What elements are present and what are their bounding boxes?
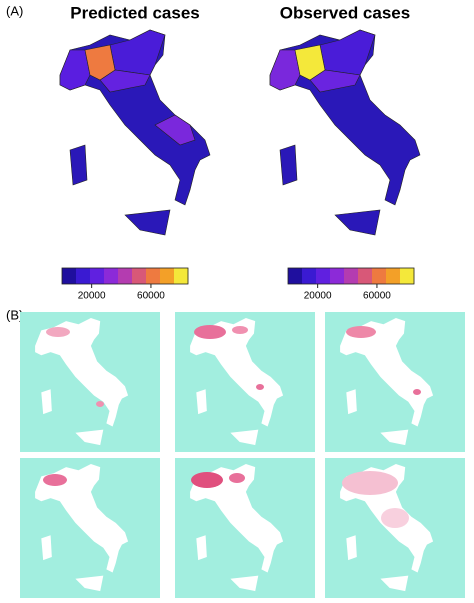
colorbar: 20000 60000 (287, 267, 415, 302)
colorbar-tick-label: 60000 (363, 291, 391, 302)
colorbar-segment (104, 268, 119, 284)
colorbar-segment (358, 268, 373, 284)
colorbar-segment (302, 268, 317, 284)
colorbar-segment (76, 268, 91, 284)
panel-label: (B) (6, 307, 23, 322)
italy-map-observed (270, 30, 420, 235)
colorbar-segment (288, 268, 303, 284)
map-title: Predicted cases (70, 3, 199, 22)
risk-map (175, 458, 315, 598)
risk-map (325, 312, 465, 452)
colorbar-segment (330, 268, 345, 284)
risk-maps (20, 312, 465, 598)
colorbar-segment (344, 268, 359, 284)
colorbar-segment (174, 268, 189, 284)
map-title: Observed cases (280, 3, 410, 22)
colorbar-segment (62, 268, 77, 284)
italy-map-predicted (60, 30, 210, 235)
colorbar-segment (132, 268, 147, 284)
risk-map (325, 458, 465, 598)
colorbar-tick-label: 20000 (78, 291, 106, 302)
colorbar-segment (316, 268, 331, 284)
colorbar-segment (160, 268, 175, 284)
risk-map (20, 312, 160, 452)
risk-map (175, 312, 315, 452)
colorbar: 20000 60000 (61, 267, 189, 302)
colorbar-frame (61, 267, 189, 285)
colorbar-tick-label: 20000 (304, 291, 332, 302)
colorbar-segment (146, 268, 161, 284)
colorbar-segment (90, 268, 105, 284)
colorbar-segment (400, 268, 415, 284)
colorbar-frame (287, 267, 415, 285)
colorbar-segment (118, 268, 133, 284)
colorbar-segment (386, 268, 401, 284)
colorbar-tick-label: 60000 (137, 291, 165, 302)
risk-map (20, 458, 160, 598)
panel-label: (A) (6, 3, 23, 18)
colorbar-segment (372, 268, 387, 284)
